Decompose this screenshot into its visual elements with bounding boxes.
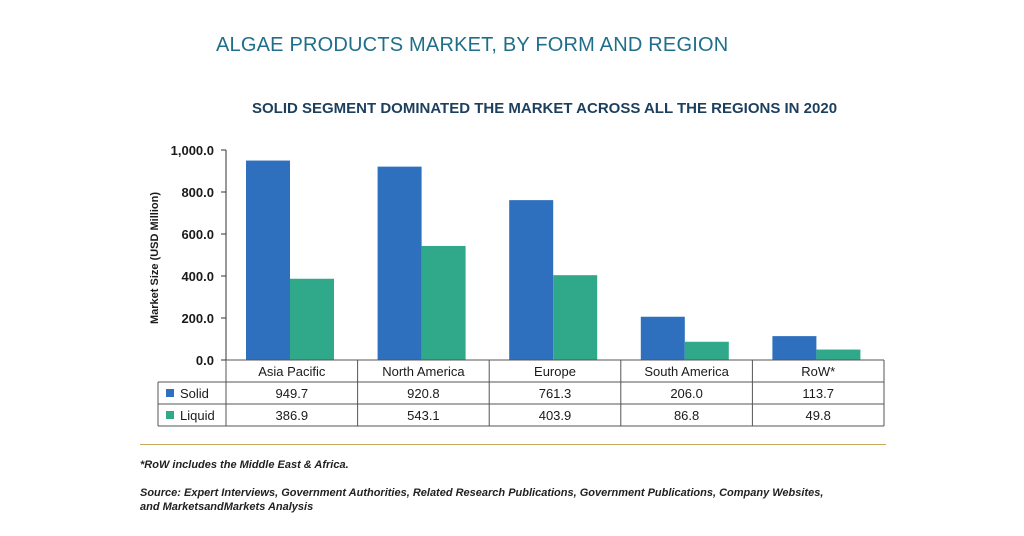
bar-liquid bbox=[816, 349, 861, 360]
bar-solid bbox=[246, 160, 290, 360]
category-label: South America bbox=[644, 364, 729, 379]
y-tick-label: 0.0 bbox=[196, 353, 214, 368]
chart-title: SOLID SEGMENT DOMINATED THE MARKET ACROS… bbox=[252, 100, 838, 117]
legend-swatch-liquid bbox=[166, 411, 174, 419]
legend-swatch-solid bbox=[166, 389, 174, 397]
y-tick-label: 800.0 bbox=[181, 185, 214, 200]
bar-solid bbox=[772, 336, 817, 360]
y-tick-label: 200.0 bbox=[181, 311, 214, 326]
bar-solid bbox=[509, 200, 554, 360]
source-note-line-2: and MarketsandMarkets Analysis bbox=[140, 501, 314, 513]
footer-divider bbox=[140, 444, 886, 445]
data-label: 206.0 bbox=[670, 386, 703, 401]
category-label: RoW* bbox=[801, 364, 835, 379]
category-label: North America bbox=[382, 364, 465, 379]
bar-solid bbox=[640, 316, 685, 360]
page-title: ALGAE PRODUCTS MARKET, BY FORM AND REGIO… bbox=[216, 34, 729, 56]
data-label: 49.8 bbox=[806, 408, 831, 423]
y-tick-label: 1,000.0 bbox=[171, 143, 214, 158]
data-label: 920.8 bbox=[407, 386, 440, 401]
data-label: 761.3 bbox=[539, 386, 572, 401]
category-label: Asia Pacific bbox=[258, 364, 326, 379]
data-label: 386.9 bbox=[276, 408, 309, 423]
data-label: 403.9 bbox=[539, 408, 572, 423]
legend-label-liquid: Liquid bbox=[180, 408, 215, 423]
y-tick-label: 400.0 bbox=[181, 269, 214, 284]
data-label: 86.8 bbox=[674, 408, 699, 423]
bar-liquid bbox=[684, 341, 729, 360]
legend-label-solid: Solid bbox=[180, 386, 209, 401]
footnote-row: *RoW includes the Middle East & Africa. bbox=[140, 459, 349, 471]
data-label: 543.1 bbox=[407, 408, 440, 423]
data-label: 113.7 bbox=[802, 386, 834, 401]
category-label: Europe bbox=[534, 364, 576, 379]
source-note-line-1: Source: Expert Interviews, Government Au… bbox=[140, 487, 824, 499]
y-axis-label: Market Size (USD Million) bbox=[149, 192, 161, 324]
bar-liquid bbox=[553, 275, 598, 360]
y-tick-label: 600.0 bbox=[181, 227, 214, 242]
bar-liquid bbox=[421, 245, 466, 360]
bar-liquid bbox=[290, 278, 334, 360]
bar-chart: Market Size (USD Million) 0.0 200.0 400.0 6… bbox=[149, 143, 885, 427]
bar-solid bbox=[377, 166, 422, 360]
data-label: 949.7 bbox=[276, 386, 309, 401]
